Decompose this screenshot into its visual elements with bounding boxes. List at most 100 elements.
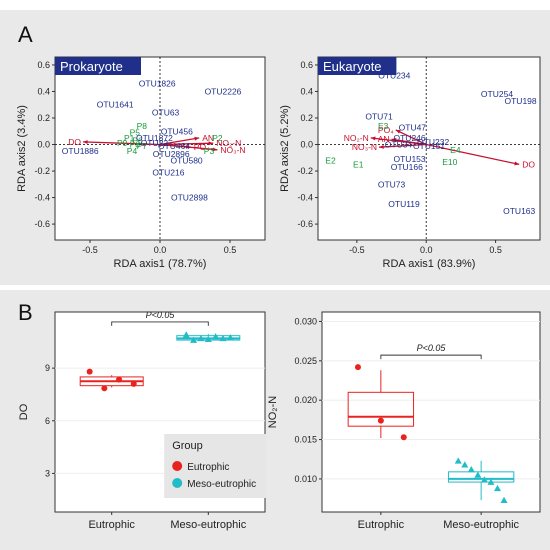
chart-title-badge: [55, 57, 141, 75]
otu-label: OTU216: [152, 167, 184, 177]
sample-label: P7: [137, 141, 148, 151]
y-tick-label: 0.4: [300, 86, 313, 96]
data-point: [480, 476, 488, 483]
data-point: [219, 334, 227, 342]
legend-title: Group: [172, 440, 203, 452]
chart-title: Prokaryote: [60, 59, 123, 74]
box: [347, 391, 415, 427]
data-point: [212, 333, 220, 340]
data-point: [493, 484, 501, 492]
env-vector-label: NO₃-N: [352, 142, 377, 152]
env-vector-arrowhead: [208, 141, 214, 146]
x-tick-label: 0.5: [489, 245, 502, 255]
data-point: [182, 331, 190, 338]
otu-label: OTU34: [385, 140, 413, 150]
otu-label: OTU580: [171, 155, 203, 165]
y-axis-title: DO: [18, 403, 30, 420]
y-tick-label: 0.025: [294, 356, 317, 366]
y-tick-label: 0.0: [37, 140, 50, 150]
significance-bracket: [380, 354, 482, 360]
sample-label: P1: [124, 133, 135, 143]
data-point: [474, 471, 482, 478]
env-vector-arrow: [159, 137, 200, 146]
plot-area: [317, 56, 541, 241]
data-point: [354, 364, 361, 371]
x-axis-title: RDA axis1 (83.9%): [383, 258, 476, 270]
x-tick-label: 0.0: [420, 245, 433, 255]
otu-label: OTU198: [505, 96, 537, 106]
env-vector-label: NO₂-N: [216, 138, 241, 148]
env-vector-arrow: [395, 129, 427, 146]
otu-label: OTU119: [388, 199, 420, 209]
y-tick-label: -0.6: [297, 219, 313, 229]
data-point: [487, 478, 495, 485]
otu-label: OTU71: [365, 112, 393, 122]
significance-label: P<0.05: [417, 343, 447, 353]
otu-label: OTU246: [394, 133, 426, 143]
env-vector-arrow: [159, 143, 218, 151]
otu-label: OTU73: [378, 179, 406, 189]
data-point: [101, 385, 108, 392]
y-tick-label: -0.6: [34, 219, 50, 229]
env-vector-arrowhead: [379, 144, 384, 149]
sample-label: P4: [127, 146, 138, 156]
sample-label: P3: [204, 146, 215, 156]
sample-label: P9: [117, 138, 128, 148]
data-point: [500, 496, 508, 503]
env-vector-arrow: [82, 141, 161, 146]
y-tick-label: 0.6: [300, 60, 313, 70]
y-tick-label: -0.2: [297, 166, 313, 176]
y-axis-title: RDA axis2 (3.4%): [16, 105, 28, 192]
env-vector-arrow: [370, 137, 427, 146]
env-vector-label: NO₂-N: [344, 133, 369, 143]
x-tick-label: Meso-eutrophic: [170, 519, 246, 531]
otu-label: OTU151: [413, 141, 445, 151]
sample-label: P6: [132, 136, 143, 146]
env-vector-label: PO₄: [194, 142, 210, 152]
y-tick-label: 0.010: [294, 474, 317, 484]
data-point: [226, 333, 234, 341]
y-tick-label: 0.015: [294, 435, 317, 445]
otu-label: OTU166: [391, 162, 423, 172]
sample-label: E2: [325, 155, 336, 165]
x-tick-label: Eutrophic: [358, 519, 405, 531]
env-vector-arrowhead: [395, 129, 401, 134]
data-point: [461, 461, 469, 468]
data-point: [454, 457, 462, 464]
sample-label: E10: [442, 157, 457, 167]
env-vector-label: NO₃-N: [220, 145, 245, 155]
env-vector-label: DO: [522, 159, 535, 169]
legend-swatch: [172, 461, 183, 471]
otu-label: OTU1872: [136, 133, 173, 143]
env-vector-label: AN: [202, 133, 214, 143]
y-tick-label: 3: [45, 468, 50, 478]
data-point: [190, 336, 198, 343]
sample-label: E4: [450, 145, 461, 155]
legend-label: Eutrophic: [187, 462, 229, 473]
env-vector-arrow: [426, 143, 520, 166]
data-point: [204, 335, 212, 342]
chart-title: Eukaryote: [323, 59, 382, 74]
data-point: [130, 380, 137, 387]
env-vector-arrowhead: [514, 161, 520, 166]
y-tick-label: 0.6: [37, 60, 50, 70]
chart-title-badge: [318, 57, 397, 75]
otu-label: OTU456: [161, 126, 193, 136]
x-tick-label: -0.5: [349, 245, 365, 255]
y-tick-label: 0.2: [300, 113, 313, 123]
sample-label: P8: [137, 121, 148, 131]
data-point: [86, 368, 93, 375]
y-axis-title: NO₂-N: [267, 396, 279, 428]
env-vector-label: PO₄: [378, 125, 394, 135]
data-point: [197, 334, 205, 342]
data-point: [400, 434, 407, 441]
otu-label: OTU22: [141, 138, 169, 148]
y-tick-label: -0.4: [297, 193, 313, 203]
otu-label: OTU2226: [205, 86, 242, 96]
box: [447, 471, 515, 483]
otu-label: OTU153: [394, 154, 426, 164]
otu-label: OTU1641: [97, 100, 134, 110]
panel-label-a: A: [18, 22, 33, 47]
